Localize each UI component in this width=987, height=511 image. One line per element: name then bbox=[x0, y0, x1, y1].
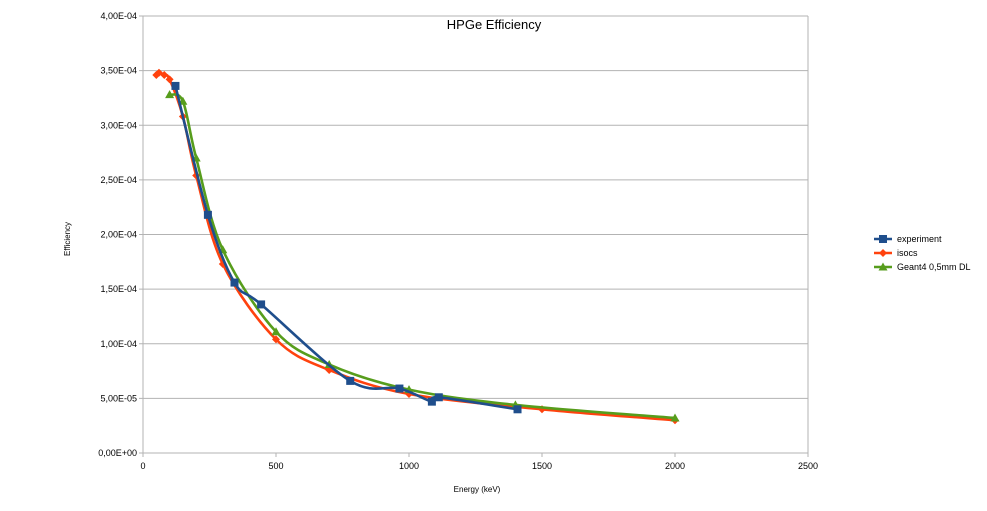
x-tick-label: 500 bbox=[268, 461, 283, 471]
legend-item-geant4-0-5mm-dl: Geant4 0,5mm DL bbox=[874, 262, 971, 272]
y-tick-label: 0,00E+00 bbox=[98, 448, 137, 458]
x-tick-label: 2500 bbox=[798, 461, 818, 471]
legend-marker-geant4-0-5mm-dl bbox=[878, 262, 888, 271]
data-point-experiment bbox=[427, 397, 436, 406]
legend: experiment isocs Geant4 0,5mm DL bbox=[874, 234, 971, 272]
x-tick-label: 1500 bbox=[532, 461, 552, 471]
y-tick-label: 2,50E-04 bbox=[100, 175, 137, 185]
y-tick-label: 3,00E-04 bbox=[100, 120, 137, 130]
gridlines bbox=[143, 15, 808, 454]
data-point-experiment bbox=[230, 278, 239, 287]
x-axis-title: Energy (keV) bbox=[454, 485, 501, 494]
legend-label-geant4-0-5mm-dl: Geant4 0,5mm DL bbox=[897, 262, 971, 272]
y-tick-label: 1,50E-04 bbox=[100, 284, 137, 294]
y-tick-label: 4,00E-04 bbox=[100, 11, 137, 21]
y-tick-label: 1,00E-04 bbox=[100, 339, 137, 349]
data-point-experiment bbox=[346, 376, 355, 385]
chart-title: HPGe Efficiency bbox=[447, 17, 542, 32]
x-tick-label: 2000 bbox=[665, 461, 685, 471]
y-tick-label: 2,00E-04 bbox=[100, 230, 137, 240]
data-point-experiment bbox=[203, 210, 212, 219]
data-point-geant4-0-5mm-dl bbox=[271, 327, 281, 336]
data-point-geant4-0-5mm-dl bbox=[165, 90, 175, 99]
x-tick-label: 0 bbox=[140, 461, 145, 471]
legend-marker-experiment bbox=[879, 235, 887, 243]
data-point-experiment bbox=[257, 300, 266, 309]
legend-label-isocs: isocs bbox=[897, 248, 918, 258]
data-point-isocs bbox=[160, 70, 169, 79]
data-point-isocs bbox=[165, 75, 174, 84]
legend-item-isocs: isocs bbox=[874, 248, 918, 258]
data-point-experiment bbox=[434, 393, 443, 402]
axes: 0,00E+00 5,00E-05 1,00E-04 1,50E-04 2,00E-04… bbox=[98, 11, 818, 471]
series-layer bbox=[152, 68, 680, 425]
data-point-geant4-0-5mm-dl bbox=[670, 413, 680, 422]
series-experiment bbox=[171, 81, 522, 414]
data-point-experiment bbox=[171, 81, 180, 90]
y-tick-label: 3,50E-04 bbox=[100, 66, 137, 76]
legend-label-experiment: experiment bbox=[897, 234, 942, 244]
y-tick-label: 5,00E-05 bbox=[100, 393, 137, 403]
data-point-experiment bbox=[513, 405, 522, 414]
data-point-experiment bbox=[395, 384, 404, 393]
data-point-isocs bbox=[272, 335, 280, 344]
legend-marker-isocs bbox=[879, 249, 887, 257]
x-tick-label: 1000 bbox=[399, 461, 419, 471]
y-axis-title: Efficiency bbox=[63, 222, 72, 256]
legend-item-experiment: experiment bbox=[874, 234, 942, 244]
